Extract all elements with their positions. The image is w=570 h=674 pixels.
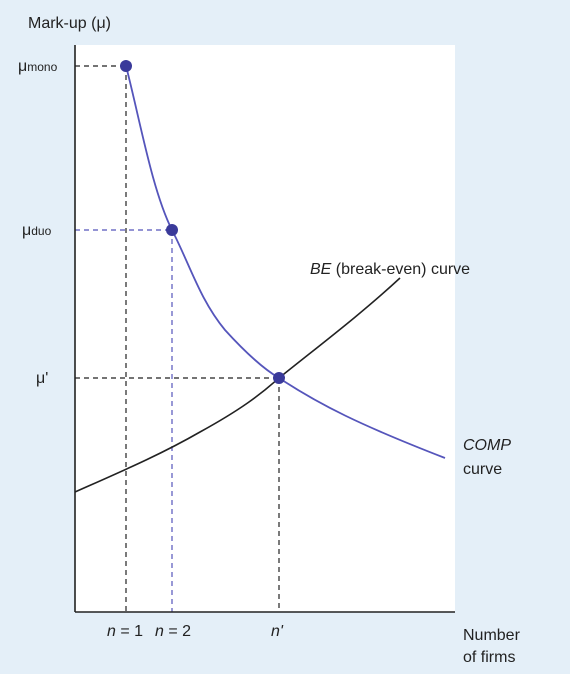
y-axis-label: Mark-up (μ) <box>28 15 111 32</box>
x-axis-label-2: of firms <box>463 649 515 666</box>
point-duo <box>166 224 178 236</box>
x-axis-label-1: Number <box>463 627 521 644</box>
comp-name: COMP <box>463 437 511 454</box>
point-equilibrium <box>273 372 285 384</box>
var: n <box>107 623 116 640</box>
y-label-mono: μmono <box>18 58 58 75</box>
rest: = 1 <box>116 623 143 640</box>
y-label-duo: μduo <box>22 222 52 239</box>
rest: = 2 <box>164 623 191 640</box>
x-label-n2: n = 2 <box>155 623 191 640</box>
symbol: μ <box>18 58 27 75</box>
plot-panel <box>75 45 455 612</box>
symbol: μ <box>22 222 31 239</box>
comp-curve <box>125 65 446 459</box>
subscript: duo <box>31 224 51 238</box>
be-curve <box>74 277 401 493</box>
comp-rest: curve <box>463 461 502 478</box>
guides <box>75 65 280 612</box>
y-label-prime: μ' <box>36 370 48 387</box>
be-label: BE (break-even) curve <box>310 261 470 278</box>
be-rest: (break-even) curve <box>336 261 470 278</box>
subscript: mono <box>27 60 57 74</box>
var: n <box>155 623 164 640</box>
x-label-n1: n = 1 <box>107 623 143 640</box>
x-label-nprime: n' <box>271 623 284 640</box>
be-name: BE <box>310 261 332 278</box>
point-mono <box>120 60 132 72</box>
